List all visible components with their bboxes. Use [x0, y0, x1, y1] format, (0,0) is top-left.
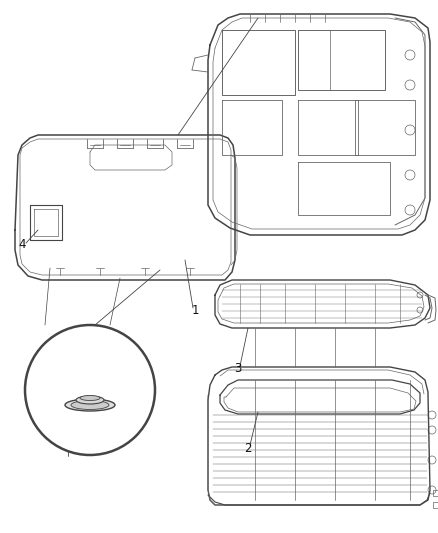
- Text: 6: 6: [101, 382, 109, 394]
- Bar: [433, 490, 438, 496]
- Bar: [433, 502, 438, 508]
- Text: 7: 7: [86, 359, 94, 372]
- Ellipse shape: [65, 399, 115, 411]
- Circle shape: [25, 325, 155, 455]
- Text: 1: 1: [191, 303, 199, 317]
- Text: 2: 2: [244, 441, 252, 455]
- Text: 4: 4: [18, 238, 26, 252]
- Ellipse shape: [71, 400, 109, 409]
- Ellipse shape: [76, 396, 104, 404]
- Text: 3: 3: [234, 361, 242, 375]
- Text: 5: 5: [64, 425, 72, 439]
- Ellipse shape: [80, 395, 100, 400]
